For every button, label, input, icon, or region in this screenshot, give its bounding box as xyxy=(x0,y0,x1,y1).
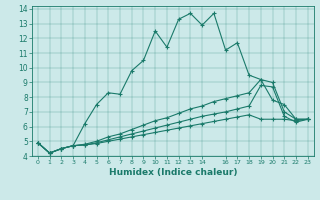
X-axis label: Humidex (Indice chaleur): Humidex (Indice chaleur) xyxy=(108,168,237,177)
